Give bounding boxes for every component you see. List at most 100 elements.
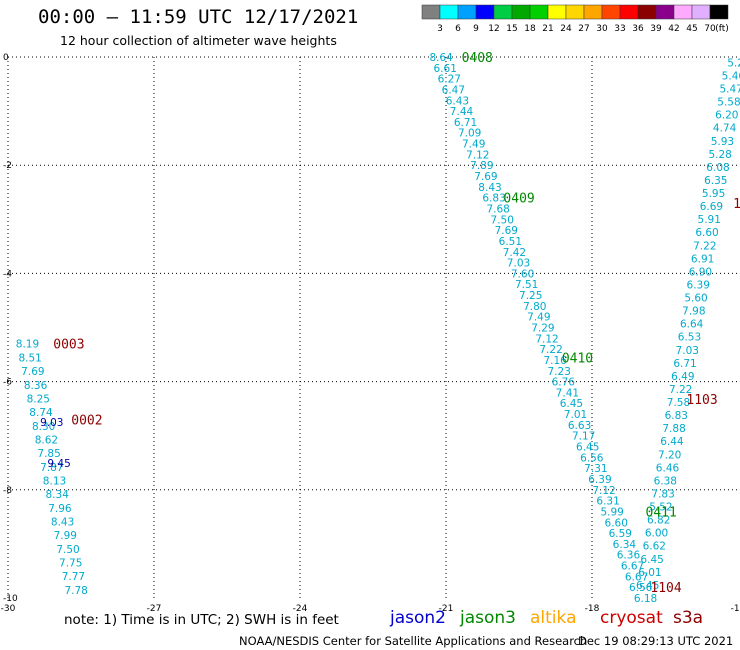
footer-credit: NOAA/NESDIS Center for Satellite Applica…: [239, 634, 588, 648]
colorbar-unit: (ft): [715, 24, 729, 34]
data-point-label: 6.31: [596, 496, 619, 508]
data-point-label: 7.75: [59, 558, 82, 570]
colorbar-swatch: [583, 4, 603, 20]
data-point-label: 6.53: [678, 332, 701, 344]
time-label: 0411: [646, 505, 677, 520]
colorbar-swatch: [511, 4, 531, 20]
colorbar-swatch: [691, 4, 711, 20]
data-point-label: 7.87: [40, 462, 63, 474]
data-point-label: 7.09: [458, 128, 481, 140]
data-point-label: 7.69: [495, 225, 518, 237]
data-point-label: 7.68: [486, 203, 509, 215]
data-point-label: 7.23: [548, 366, 571, 378]
x-tick-label: -24: [293, 604, 308, 614]
chart-subtitle: 12 hour collection of altimeter wave hei…: [60, 33, 337, 48]
data-point-label: 6.18: [634, 593, 657, 605]
data-point-label: 7.78: [64, 585, 87, 597]
y-tick-label: -6: [3, 378, 12, 388]
time-label: 1103: [686, 393, 717, 408]
data-point-label: 7.60: [511, 268, 534, 280]
time-label: 0410: [562, 351, 593, 366]
data-point-label: 6.59: [609, 528, 632, 540]
data-point-label: 9.45: [47, 458, 70, 470]
colorbar-label: 42: [668, 24, 679, 34]
data-point-label: 7.49: [462, 139, 485, 151]
colorbar-label: 33: [614, 24, 625, 34]
data-point-label: 8.62: [35, 434, 58, 446]
x-tick-label: -18: [585, 604, 600, 614]
time-label: 0409: [503, 192, 534, 207]
data-point-label: 6.45: [560, 398, 583, 410]
data-point-label: 7.83: [651, 488, 674, 500]
data-point-label: 7.49: [527, 312, 550, 324]
data-point-label: 7.12: [535, 333, 558, 345]
data-point-label: 6.20: [715, 110, 738, 122]
data-point-label: 5.58: [717, 97, 740, 109]
data-point-label: 7.44: [450, 106, 474, 118]
data-point-label: 7.99: [54, 530, 77, 542]
time-label: 0408: [462, 51, 493, 66]
x-tick-label: -15: [731, 604, 740, 614]
colorbar-swatch: [673, 4, 693, 20]
colorbar-swatch: [637, 4, 657, 20]
data-point-label: 7.03: [507, 258, 530, 270]
colorbar-label: 30: [596, 24, 608, 34]
data-point-label: 8.19: [16, 339, 39, 351]
data-point-label: 6.63: [568, 420, 591, 432]
data-point-label: 6.08: [706, 162, 729, 174]
data-point-label: 7.31: [584, 463, 607, 475]
data-point-label: 7.41: [556, 387, 579, 399]
data-point-label: 6.45: [576, 442, 599, 454]
colorbar-swatch: [475, 4, 495, 20]
y-tick-label: -8: [3, 486, 12, 496]
data-point-label: 7.85: [37, 448, 60, 460]
data-point-label: 9.03: [40, 417, 63, 429]
data-point-label: 7.16: [543, 355, 567, 367]
y-tick-label: -10: [3, 594, 18, 604]
colorbar-label: 39: [650, 24, 662, 34]
x-tick-label: -21: [439, 604, 454, 614]
data-point-label: 6.90: [689, 266, 712, 278]
data-point-label: 6.71: [673, 358, 696, 370]
data-point-label: 8.34: [46, 489, 70, 501]
data-point-label: 8.30: [32, 421, 55, 433]
colorbar-swatch: [655, 4, 675, 20]
legend-s3a: s3a: [673, 608, 704, 628]
footer-timestamp: Dec 19 08:29:13 UTC 2021: [578, 634, 734, 648]
data-point-label: 4.74: [713, 123, 737, 135]
colorbar-swatch: [601, 4, 621, 20]
data-point-label: 7.77: [62, 571, 85, 583]
data-point-label: 6.91: [691, 253, 714, 265]
colorbar-label: 9: [473, 24, 479, 34]
data-point-label: 6.39: [687, 279, 710, 291]
data-point-label: 7.98: [682, 306, 705, 318]
data-point-label: 7.20: [658, 449, 681, 461]
data-point-label: 6.39: [588, 474, 611, 486]
data-point-label: 7.22: [539, 344, 562, 356]
data-point-label: 6.64: [680, 319, 704, 331]
footer-note: note: 1) Time is in UTC; 2) SWH is in fe…: [64, 612, 339, 628]
data-point-label: 7.58: [667, 397, 690, 409]
colorbar-swatch: [457, 4, 477, 20]
data-point-label: 8.43: [51, 517, 74, 529]
data-point-label: 6.47: [442, 84, 465, 96]
colorbar-swatch: [709, 4, 729, 20]
data-point-label: 6.01: [638, 567, 661, 579]
data-point-label: 7.96: [48, 503, 72, 515]
time-label: 1104: [650, 581, 681, 596]
data-point-label: 6.35: [704, 175, 727, 187]
data-point-label: 7.69: [21, 366, 44, 378]
colorbar-label: 6: [455, 24, 461, 34]
data-point-label: 5.93: [711, 136, 734, 148]
data-point-label: 6.51: [499, 236, 522, 248]
data-point-label: 7.69: [474, 171, 497, 183]
data-point-label: 5.46: [722, 70, 740, 82]
colorbar-label: 36: [632, 24, 644, 34]
data-point-label: 7.50: [56, 544, 79, 556]
legend-cryosat: cryosat: [600, 608, 663, 628]
colorbar-label: 45: [686, 24, 697, 34]
data-point-label: 6.67: [625, 571, 648, 583]
data-point-label: 6.43: [446, 95, 469, 107]
data-point-label: 5.2: [727, 57, 740, 69]
